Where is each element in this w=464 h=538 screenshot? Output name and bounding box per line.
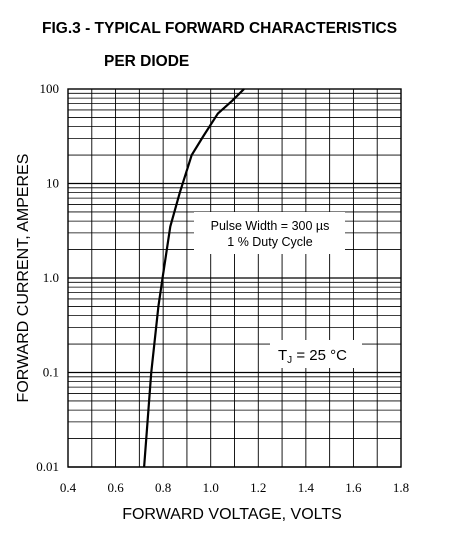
pulse-width-annotation-box — [194, 212, 345, 254]
tj-value: = 25 °C — [292, 347, 347, 364]
duty-cycle-text: 1 % Duty Cycle — [227, 235, 312, 249]
plot-grid — [68, 89, 401, 468]
x-tick-label: 0.4 — [60, 480, 77, 495]
pulse-width-text: Pulse Width = 300 µs — [211, 219, 330, 233]
y-tick-label: 0.01 — [36, 459, 59, 474]
x-tick-labels: 0.4 0.6 0.8 1.0 1.2 1.4 1.6 1.8 — [60, 480, 409, 495]
x-axis-label: FORWARD VOLTAGE, VOLTS — [122, 506, 342, 523]
x-tick-label: 1.8 — [393, 480, 409, 495]
y-tick-labels: 100 10 1.0 0.1 0.01 — [36, 81, 59, 474]
plot-frame — [67, 88, 402, 468]
chart-title-line2: PER DIODE — [104, 53, 189, 70]
tj-subscript: J — [287, 355, 292, 366]
x-tick-label: 0.6 — [107, 480, 124, 495]
y-tick-label: 10 — [46, 176, 59, 191]
x-tick-label: 0.8 — [155, 480, 171, 495]
y-tick-label: 0.1 — [43, 365, 59, 380]
x-tick-label: 1.0 — [203, 480, 219, 495]
temperature-annotation: TJ = 25 °C — [270, 340, 362, 368]
forward-characteristic-curve — [143, 88, 245, 468]
x-tick-label: 1.4 — [298, 480, 315, 495]
tj-symbol: T — [278, 347, 287, 364]
temperature-annotation-box — [270, 340, 362, 368]
chart-title-line1: FIG.3 - TYPICAL FORWARD CHARACTERISTICS — [42, 20, 397, 37]
y-tick-label: 1.0 — [43, 270, 59, 285]
x-tick-label: 1.6 — [345, 480, 362, 495]
x-tick-label: 1.2 — [250, 480, 266, 495]
pulse-width-annotation: Pulse Width = 300 µs 1 % Duty Cycle — [194, 212, 345, 254]
temperature-text: TJ = 25 °C — [278, 347, 347, 366]
y-axis-label: FORWARD CURRENT, AMPERES — [15, 154, 32, 403]
y-tick-label: 100 — [40, 81, 60, 96]
